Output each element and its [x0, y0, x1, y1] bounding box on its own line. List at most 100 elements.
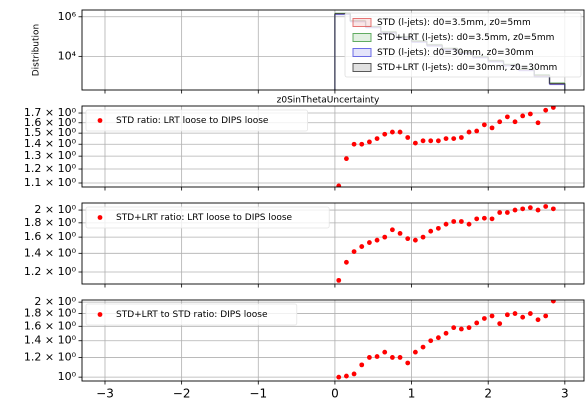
x-tick-label: −2 [173, 387, 191, 401]
y-axis-label: Distribution [32, 24, 42, 77]
point [443, 330, 449, 336]
legend-box [85, 303, 298, 326]
point [428, 228, 434, 234]
point [504, 114, 510, 120]
point [367, 240, 372, 245]
legend-label: STD+LRT (l-jets): d0=3.5mm, z0=5mm [377, 33, 554, 43]
point [405, 135, 411, 140]
point [374, 136, 380, 141]
point [412, 349, 418, 355]
point [527, 311, 533, 316]
y-tick-label: 1.4 × 10⁰ [24, 334, 77, 347]
point [481, 215, 487, 221]
point [443, 221, 449, 227]
x-axis-label: z0SinThetaUncertainty [277, 96, 380, 106]
legend-marker [97, 312, 103, 317]
point [367, 355, 372, 360]
point [489, 216, 495, 222]
x-tick-label: 3 [561, 387, 569, 401]
point [497, 210, 503, 215]
point [336, 183, 342, 187]
point [451, 325, 457, 331]
point [535, 207, 541, 213]
plot-area [336, 106, 556, 187]
y-tick-label: 1.6 × 10⁰ [24, 116, 77, 129]
legend-label: STD+LRT (l-jets): d0=30mm, z0=30mm [377, 63, 557, 73]
point [412, 140, 418, 146]
point [359, 362, 365, 368]
y-tick-label: 2 × 10⁰ [34, 203, 76, 216]
point [389, 355, 395, 360]
point [520, 206, 526, 212]
point [428, 338, 434, 344]
point [389, 129, 395, 135]
point [443, 136, 449, 141]
axes-frame [81, 9, 585, 91]
point [504, 210, 510, 215]
point [535, 120, 541, 126]
y-tick-label: 1.3 × 10⁰ [24, 149, 77, 162]
point [420, 344, 426, 350]
point [466, 221, 472, 227]
point [474, 320, 480, 326]
y-tick-label: 1.8 × 10⁰ [24, 216, 77, 229]
point [481, 316, 487, 321]
point [489, 125, 495, 131]
point [344, 259, 349, 265]
point [550, 106, 556, 110]
point [382, 234, 388, 240]
point [336, 374, 342, 380]
point [344, 373, 349, 379]
point [374, 237, 380, 243]
point [351, 371, 357, 377]
point [520, 314, 526, 320]
point [351, 141, 357, 147]
x-tick-label: −1 [249, 387, 267, 401]
point [458, 135, 464, 140]
y-tick-label: 10⁰ [58, 370, 77, 383]
x-tick-label: 2 [484, 387, 492, 401]
legend-box [344, 12, 582, 78]
y-tick-label: 1.6 × 10⁰ [24, 319, 77, 332]
point [344, 156, 349, 162]
point [382, 349, 388, 355]
y-tick-label: 10⁶ [58, 10, 77, 23]
x-tick-label: −3 [96, 387, 114, 401]
y-tick-label: 1.2 × 10⁰ [24, 350, 77, 363]
point [351, 249, 357, 254]
legend-box [85, 206, 330, 229]
point [527, 111, 533, 117]
point [382, 131, 388, 137]
x-tick-label: 1 [408, 387, 416, 401]
point [451, 219, 457, 224]
legend-swatch [352, 48, 372, 57]
y-tick-label: 1.4 × 10⁰ [24, 137, 77, 150]
point [504, 312, 510, 318]
legend-box [85, 109, 309, 132]
point [435, 225, 441, 231]
point [458, 219, 464, 224]
y-tick-label: 1.2 × 10⁰ [24, 162, 77, 175]
point [489, 313, 495, 319]
legend-swatch [352, 63, 372, 72]
y-tick-label: 1.2 × 10⁰ [24, 265, 77, 278]
axes-frame [81, 202, 585, 285]
y-tick-label: 1.7 × 10⁰ [24, 106, 77, 119]
point [466, 325, 472, 331]
axes-frame [81, 299, 585, 382]
point [428, 138, 434, 144]
point [481, 122, 487, 128]
y-tick-label: 1.6 × 10⁰ [24, 230, 77, 243]
point [374, 354, 380, 359]
point [397, 129, 403, 135]
legend-label: STD ratio: LRT loose to DIPS loose [116, 116, 269, 126]
point [527, 205, 533, 211]
point [512, 119, 518, 125]
point [405, 360, 411, 366]
point [512, 207, 518, 213]
x-tick-label: 0 [331, 387, 339, 401]
legend-label: STD+LRT ratio: LRT loose to DIPS loose [116, 213, 293, 223]
point [389, 227, 395, 233]
axes-frame [81, 105, 585, 188]
